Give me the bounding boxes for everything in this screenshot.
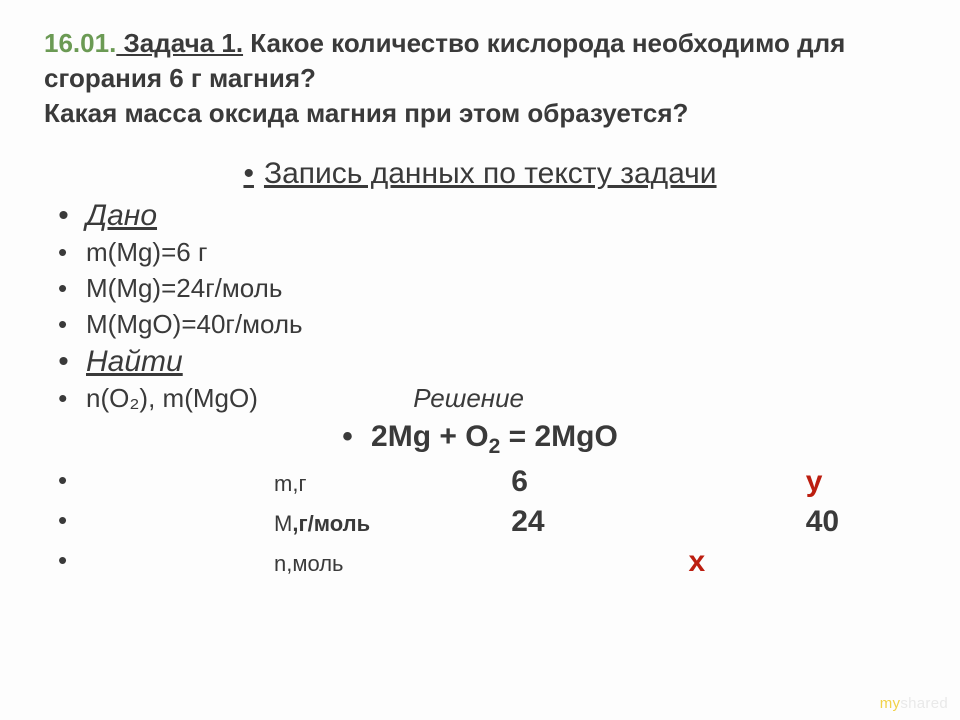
row-c1: 24 — [511, 505, 681, 539]
value-table: m,г 6 y M,г/моль 24 40 n,моль x — [44, 465, 916, 579]
subtitle: Запись данных по тексту задачи — [44, 157, 916, 191]
row-c3: y — [806, 465, 823, 499]
given-item-1: M(Mg)=24г/моль — [44, 273, 916, 304]
given-head: Дано — [44, 199, 916, 233]
row-label-rest: ,г/моль — [292, 511, 370, 536]
subtitle-list: Запись данных по тексту задачи — [44, 157, 916, 191]
equation-sub: 2 — [489, 435, 501, 458]
table-row: m,г 6 y — [44, 465, 916, 499]
equation-list: 2Mg + O2 = 2MgO — [44, 420, 916, 459]
table-row: n,моль x — [44, 545, 916, 579]
title-label: Задача 1. — [116, 28, 243, 58]
row-c3: 40 — [806, 505, 839, 539]
title-date: 16.01. — [44, 28, 116, 58]
given-block: Дано m(Mg)=6 г M(Mg)=24г/моль M(MgO)=40г… — [44, 199, 916, 414]
equation-rhs: = 2MgO — [500, 420, 618, 453]
equation-lhs: 2Mg + O — [371, 420, 489, 453]
row-c1: 6 — [511, 465, 681, 499]
slide: 16.01. Задача 1. Какое количество кислор… — [0, 0, 960, 720]
equation: 2Mg + O2 = 2MgO — [44, 420, 916, 459]
given-item-0: m(Mg)=6 г — [44, 237, 916, 268]
find-lhs: n(O₂), m(MgO) — [86, 383, 406, 414]
find-line: n(O₂), m(MgO) Решение — [44, 383, 916, 414]
table-row: M,г/моль 24 40 — [44, 505, 916, 539]
given-item-2: M(MgO)=40г/моль — [44, 309, 916, 340]
row-c2: x — [688, 545, 798, 579]
row-label: m,г — [86, 471, 504, 497]
solution-label: Решение — [413, 383, 524, 413]
find-head: Найти — [44, 345, 916, 379]
slide-title: 16.01. Задача 1. Какое количество кислор… — [44, 26, 916, 131]
row-label: M,г/моль — [86, 511, 504, 537]
row-label: n,моль — [86, 551, 504, 577]
watermark: myshared — [880, 695, 948, 712]
